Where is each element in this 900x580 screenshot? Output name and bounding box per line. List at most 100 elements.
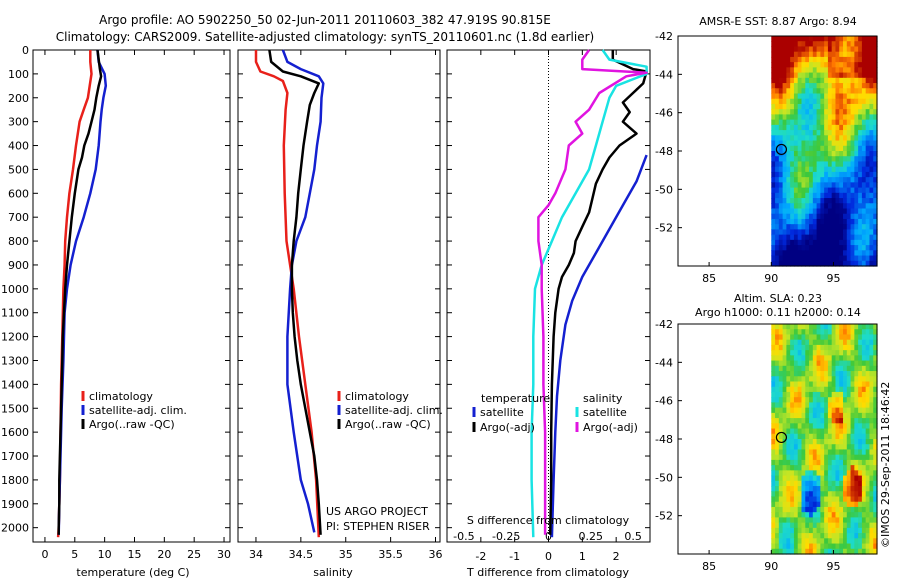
heatmap-cell xyxy=(850,229,855,236)
heatmap-cell xyxy=(809,140,814,147)
heatmap-cell xyxy=(790,407,795,414)
heatmap-cell xyxy=(820,41,825,48)
heatmap-cell xyxy=(797,41,803,48)
heatmap-cell xyxy=(846,177,852,183)
heatmap-cell xyxy=(861,480,867,487)
heatmap-cell xyxy=(820,355,825,362)
heatmap-cell xyxy=(824,62,829,68)
heatmap-cell xyxy=(850,391,855,398)
heatmap-cell xyxy=(816,250,821,257)
heatmap-cell xyxy=(775,365,780,372)
heatmap-cell xyxy=(861,376,867,383)
heatmap-cell xyxy=(805,67,810,74)
heatmap-cell xyxy=(873,124,878,131)
heatmap-cell xyxy=(782,397,787,404)
y-tick-label: 300 xyxy=(8,116,29,129)
heatmap-cell xyxy=(812,239,818,246)
heatmap-cell xyxy=(771,517,776,524)
heatmap-cell xyxy=(854,213,859,220)
heatmap-cell xyxy=(782,371,787,377)
heatmap-cell xyxy=(782,506,787,513)
heatmap-cell xyxy=(790,391,795,398)
legend-label: Argo(..raw -QC) xyxy=(89,418,175,431)
heatmap-cell xyxy=(805,381,810,388)
heatmap-cell xyxy=(816,109,821,116)
heatmap-cell xyxy=(812,454,818,461)
heatmap-cell xyxy=(782,93,787,100)
heatmap-cell xyxy=(865,360,871,367)
heatmap-cell xyxy=(778,224,784,231)
heatmap-cell xyxy=(812,124,818,131)
heatmap-cell xyxy=(775,156,780,163)
heatmap-cell xyxy=(801,192,806,199)
heatmap-cell xyxy=(839,480,844,487)
heatmap-cell xyxy=(869,376,874,383)
heatmap-cell xyxy=(805,109,810,116)
heatmap-cell xyxy=(782,459,787,466)
heatmap-cell xyxy=(793,156,799,163)
heatmap-cell xyxy=(778,130,784,136)
heatmap-cell xyxy=(865,423,871,430)
heatmap-cell xyxy=(775,135,780,142)
heatmap-cell xyxy=(775,522,780,529)
heatmap-cell xyxy=(812,187,818,194)
legend-label: satellite xyxy=(480,406,524,419)
heatmap-cell xyxy=(846,56,852,63)
heatmap-cell xyxy=(782,67,787,74)
heatmap-cell xyxy=(835,239,840,246)
heatmap-cell xyxy=(816,470,821,477)
heatmap-cell xyxy=(797,56,803,63)
heatmap-cell xyxy=(850,512,855,519)
heatmap-cell xyxy=(858,512,863,519)
heatmap-cell xyxy=(843,93,848,100)
heatmap-cell xyxy=(835,140,840,147)
heatmap-cell xyxy=(839,470,844,477)
heatmap-cell xyxy=(793,501,799,508)
heatmap-cell xyxy=(839,360,844,367)
heatmap-cell xyxy=(873,533,878,539)
heatmap-cell xyxy=(790,506,795,513)
heatmap-cell xyxy=(846,98,852,105)
heatmap-cell xyxy=(827,56,833,63)
heatmap-cell xyxy=(816,543,821,550)
heatmap-cell xyxy=(820,386,825,393)
heatmap-cell xyxy=(861,339,867,346)
heatmap-cell xyxy=(839,88,844,95)
heatmap-cell xyxy=(812,98,818,105)
heatmap-cell xyxy=(816,423,821,430)
heatmap-cell xyxy=(824,234,829,241)
heatmap-cell xyxy=(831,77,837,84)
heatmap-cell xyxy=(820,412,825,419)
heatmap-cell xyxy=(793,250,799,257)
heatmap-cell xyxy=(850,428,855,435)
heatmap-cell xyxy=(801,224,806,231)
heatmap-cell xyxy=(827,350,833,356)
heatmap-cell xyxy=(854,218,859,225)
heatmap-cell xyxy=(835,77,840,84)
heatmap-cell xyxy=(858,93,863,100)
heatmap-cell xyxy=(812,480,818,487)
heatmap-cell xyxy=(778,423,784,430)
heatmap-cell xyxy=(869,140,874,147)
heatmap-cell xyxy=(831,72,837,79)
heatmap-cell xyxy=(873,161,878,168)
heatmap-cell xyxy=(816,334,821,341)
heatmap-cell xyxy=(793,350,799,356)
heatmap-cell xyxy=(839,46,844,53)
heatmap-cell xyxy=(869,439,874,445)
heatmap-cell xyxy=(865,114,871,121)
heatmap-cell xyxy=(861,454,867,461)
heatmap-cell xyxy=(869,245,874,251)
heatmap-cell xyxy=(801,198,806,204)
heatmap-cell xyxy=(835,51,840,58)
heatmap-cell xyxy=(869,46,874,53)
series-line-argo xyxy=(268,49,322,535)
heatmap-cell xyxy=(854,381,859,388)
heatmap-cell xyxy=(869,72,874,79)
heatmap-cell xyxy=(869,344,874,351)
heatmap-cell xyxy=(820,402,825,409)
heatmap-cell xyxy=(839,192,844,199)
heatmap-cell xyxy=(854,444,859,451)
heatmap-cell xyxy=(809,109,814,116)
heatmap-cell xyxy=(850,454,855,461)
